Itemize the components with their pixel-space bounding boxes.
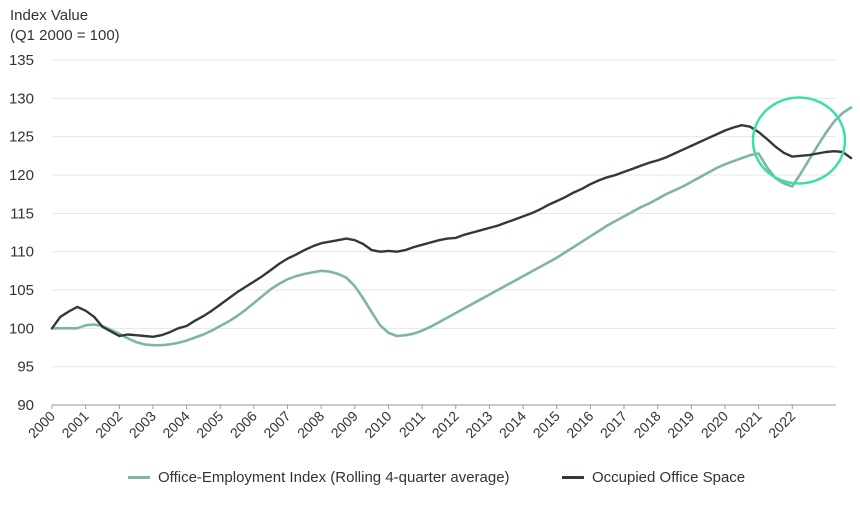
series-line-occupied-office-space xyxy=(50,124,853,338)
highlight-annotation xyxy=(751,96,847,185)
x-tick-label: 2021 xyxy=(731,408,764,441)
y-axis-ticks: 90 95 100 105 110 115 120 125 130 135 xyxy=(9,52,34,414)
x-tick-label: 2011 xyxy=(396,408,429,441)
gridlines xyxy=(52,59,836,406)
x-tick-label: 2003 xyxy=(126,408,159,441)
y-tick-label: 135 xyxy=(9,52,34,69)
y-axis-title-line-1: Index Value xyxy=(10,7,89,24)
x-tick-label: 2022 xyxy=(765,408,798,441)
series-lines xyxy=(50,106,853,347)
x-tick-label: 2004 xyxy=(159,408,192,441)
y-tick-label: 115 xyxy=(10,205,34,222)
x-tick-label: 2019 xyxy=(664,408,697,441)
y-tick-label: 105 xyxy=(9,282,34,299)
y-axis-title: Index Value (Q1 2000 = 100) xyxy=(10,6,120,46)
x-tick-label: 2017 xyxy=(597,408,630,441)
legend-swatch-occupied-office-space xyxy=(562,476,584,479)
x-tick-label: 2009 xyxy=(328,408,361,441)
x-tick-label: 2007 xyxy=(260,408,293,441)
y-tick-label: 130 xyxy=(9,90,34,107)
legend-swatch-office-employment xyxy=(128,476,150,479)
x-tick-label: 2010 xyxy=(361,408,394,441)
y-tick-label: 110 xyxy=(10,244,34,261)
y-tick-label: 100 xyxy=(9,320,34,337)
x-tick-label: 2008 xyxy=(294,408,327,441)
legend-item-occupied-office-space: Occupied Office Space xyxy=(562,469,745,486)
highlight-circle xyxy=(751,96,847,185)
x-tick-label: 2006 xyxy=(227,408,260,441)
y-tick-label: 95 xyxy=(17,359,34,376)
x-tick-label: 2005 xyxy=(193,408,226,441)
x-tick-label: 2001 xyxy=(58,408,91,441)
x-tick-label: 2020 xyxy=(698,408,731,441)
x-tick-label: 2002 xyxy=(92,408,125,441)
legend: Office-Employment Index (Rolling 4-quart… xyxy=(0,469,860,491)
x-tick-label: 2012 xyxy=(429,408,462,441)
y-axis-title-line-2: (Q1 2000 = 100) xyxy=(10,27,120,44)
x-tick-label: 2015 xyxy=(529,408,562,441)
legend-label-office-employment: Office-Employment Index (Rolling 4-quart… xyxy=(158,469,510,486)
x-tick-label: 2016 xyxy=(563,408,596,441)
y-tick-label: 125 xyxy=(9,129,34,146)
x-tick-label: 2018 xyxy=(630,408,663,441)
legend-label-occupied-office-space: Occupied Office Space xyxy=(592,469,746,486)
legend-item-office-employment: Office-Employment Index (Rolling 4-quart… xyxy=(128,469,510,486)
x-tick-label: 2014 xyxy=(496,408,529,441)
x-tick-label: 2013 xyxy=(462,408,495,441)
y-tick-label: 90 xyxy=(17,397,34,414)
x-axis-ticks: 2000 2001 2002 2003 2004 2005 2006 2007 2008 2009… xyxy=(25,405,799,441)
series-line-office-employment xyxy=(50,106,853,347)
y-tick-label: 120 xyxy=(9,167,34,184)
